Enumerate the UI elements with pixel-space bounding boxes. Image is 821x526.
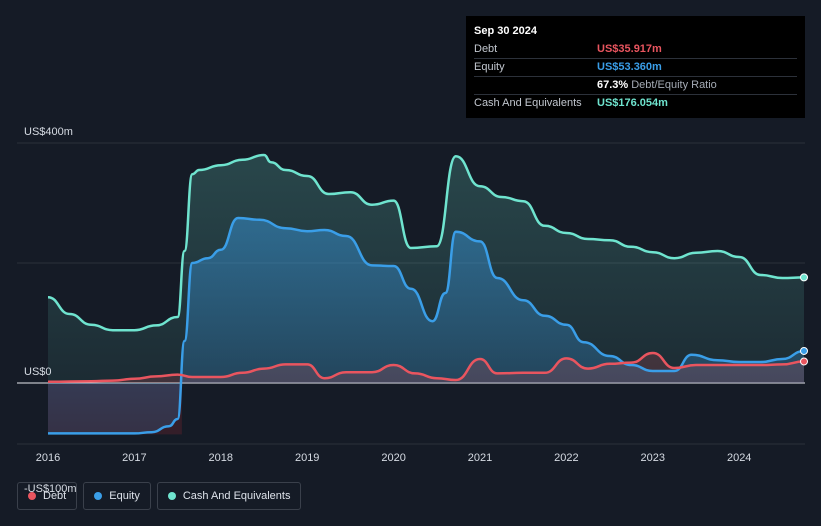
y-tick-label: US$0 [24, 366, 52, 378]
tooltip-label: Equity [474, 61, 505, 73]
equity-end-marker [800, 346, 808, 355]
data-tooltip: Sep 30 2024 Debt US$35.917m Equity US$53… [466, 16, 805, 118]
debt-area [48, 353, 804, 383]
tooltip-label [474, 77, 597, 94]
equity-line [48, 216, 805, 435]
tooltip-ratio-label: Debt/Equity Ratio [631, 79, 717, 91]
tooltip-debt-value: US$35.917m [597, 43, 662, 55]
tooltip-cash-value: US$176.054m [597, 97, 668, 109]
equity-dot-icon [94, 492, 103, 500]
series-lines [47, 153, 805, 435]
equity-area [48, 218, 804, 434]
series-areas [48, 155, 804, 434]
cash-and-equivalents-end-marker [800, 273, 808, 282]
x-tick-label: 2023 [641, 452, 665, 464]
x-axis-ticks: 2016 2017 2018 2019 2020 2021 2022 2023 2024 [36, 452, 752, 464]
legend-item-debt[interactable]: Debt [17, 482, 78, 510]
y-tick-label: US$400m [24, 126, 73, 138]
x-tick-label: 2019 [295, 452, 319, 464]
legend-label: Debt [43, 490, 67, 502]
tooltip-row-equity: Equity US$53.360m [474, 59, 797, 77]
tooltip-label: Debt [474, 43, 498, 55]
y-axis-ticks: US$400m US$0 -US$100m [24, 126, 77, 495]
tooltip-equity-value: US$53.360m [597, 61, 662, 73]
y-tick-label: -US$100m [24, 483, 77, 495]
legend-label: Equity [109, 490, 140, 502]
legend-label: Cash And Equivalents [182, 490, 291, 502]
cash-dot-icon [167, 492, 176, 500]
debt-line [47, 351, 805, 384]
legend-item-cash[interactable]: Cash And Equivalents [156, 482, 302, 510]
x-tick-label: 2020 [381, 452, 405, 464]
tooltip-row-ratio: 67.3% Debt/Equity Ratio [474, 77, 797, 95]
chart-legend: Debt Equity Cash And Equivalents [17, 482, 302, 510]
cash-and-equivalents-line [47, 153, 805, 332]
tooltip-date: Sep 30 2024 [474, 25, 537, 37]
series-end-markers [800, 273, 808, 366]
x-tick-label: 2022 [554, 452, 578, 464]
debt-dot-icon [28, 492, 36, 500]
tooltip-ratio-value: 67.3% [597, 79, 629, 91]
x-tick-label: 2024 [727, 452, 751, 464]
tooltip-label: Cash And Equivalents [474, 97, 582, 109]
x-tick-label: 2017 [122, 452, 146, 464]
debt-end-marker [800, 357, 808, 366]
x-tick-label: 2021 [468, 452, 492, 464]
x-tick-label: 2016 [36, 452, 60, 464]
legend-item-equity[interactable]: Equity [83, 482, 151, 510]
x-tick-label: 2018 [209, 452, 233, 464]
tooltip-row-debt: Debt US$35.917m [474, 41, 797, 59]
tooltip-row-cash: Cash And Equivalents US$176.054m [474, 95, 797, 112]
